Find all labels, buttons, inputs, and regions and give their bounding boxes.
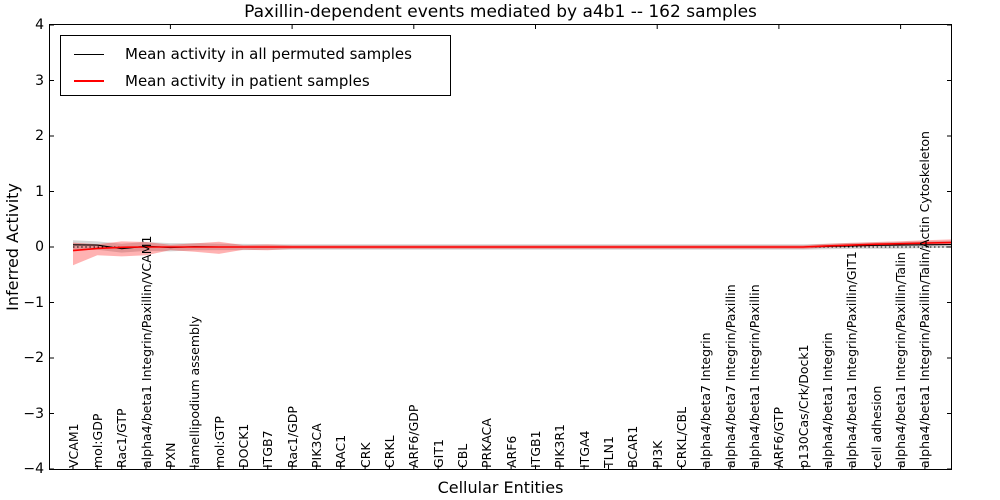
entity-label: DOCK1 — [235, 423, 251, 468]
x-axis-label: Cellular Entities — [437, 478, 564, 497]
entity-label: lamellipodium assembly — [187, 316, 203, 468]
legend-line-black — [74, 53, 104, 55]
entity-label: CRKL — [381, 435, 397, 468]
legend-label-permuted: Mean activity in all permuted samples — [125, 45, 412, 63]
y-tick-label: −1 — [23, 294, 44, 311]
entity-label: PIK3R1 — [552, 423, 568, 468]
y-tick-label: −4 — [23, 461, 44, 477]
entity-label: alpha4/beta7 Integrin/Paxillin — [722, 284, 738, 468]
legend: Mean activity in all permuted samples Me… — [60, 35, 451, 96]
entity-label: mol:GDP — [89, 413, 105, 468]
entity-label: alpha4/beta7 Integrin — [698, 332, 714, 468]
entity-label: alpha4/beta1 Integrin/Paxillin/Talin — [893, 252, 909, 468]
patient-band — [73, 239, 952, 266]
entity-label: p130Cas/Crk/Dock1 — [795, 344, 811, 468]
legend-label-patient: Mean activity in patient samples — [125, 72, 370, 90]
entity-label: alpha4/beta1 Integrin/Paxillin/GIT1 — [844, 251, 860, 468]
entity-label: mol:GTP — [211, 416, 227, 468]
entity-label: PRKACA — [479, 418, 495, 468]
entity-label: alpha4/beta1 Integrin/Paxillin/VCAM1 — [138, 235, 154, 468]
entity-label: CRKL/CBL — [674, 406, 689, 468]
chart-title: Paxillin-dependent events mediated by a4… — [244, 2, 757, 22]
entity-label: GIT1 — [430, 439, 446, 468]
entity-label: PXN — [162, 442, 178, 468]
y-tick-label: 2 — [35, 128, 44, 144]
entity-label: ITGA4 — [576, 430, 592, 468]
entity-label: CBL — [454, 443, 470, 468]
entity-label: alpha4/beta1 Integrin — [820, 332, 836, 468]
y-tick-label: 1 — [35, 183, 44, 200]
patient-mean-line — [72, 241, 952, 252]
entity-label: ITGB1 — [527, 430, 543, 468]
y-tick-label: −3 — [23, 405, 44, 422]
legend-entry-patient: Mean activity in patient samples — [74, 69, 446, 93]
entity-label: PIK3CA — [308, 423, 324, 468]
entity-label: RAC1 — [333, 434, 349, 468]
entity-label: alpha4/beta1 Integrin/Paxillin/Talin/Act… — [917, 131, 933, 468]
y-tick-label: 3 — [35, 72, 44, 89]
entity-label: Rac1/GTP — [114, 408, 130, 468]
entity-label: BCAR1 — [625, 425, 641, 468]
entity-label: alpha4/beta1 Integrin/Paxillin — [747, 284, 763, 468]
entity-label: ARF6/GDP — [406, 404, 422, 468]
entity-label: CRK — [357, 442, 373, 468]
legend-entry-permuted: Mean activity in all permuted samples — [74, 42, 446, 66]
y-tick-label: 4 — [35, 17, 44, 33]
entity-label: VCAM1 — [65, 423, 81, 468]
entity-label: TLN1 — [600, 436, 616, 468]
entity-label: ITGB7 — [260, 430, 276, 468]
entity-label: Rac1/GDP — [284, 406, 300, 468]
y-tick-label: 0 — [35, 239, 44, 255]
entity-label: ARF6/GTP — [771, 406, 787, 468]
y-tick-label: −2 — [23, 350, 44, 366]
legend-line-red — [74, 80, 104, 82]
entity-label: PI3K — [649, 440, 665, 468]
entity-label: cell adhesion — [868, 385, 884, 468]
entity-label: ARF6 — [503, 435, 519, 468]
